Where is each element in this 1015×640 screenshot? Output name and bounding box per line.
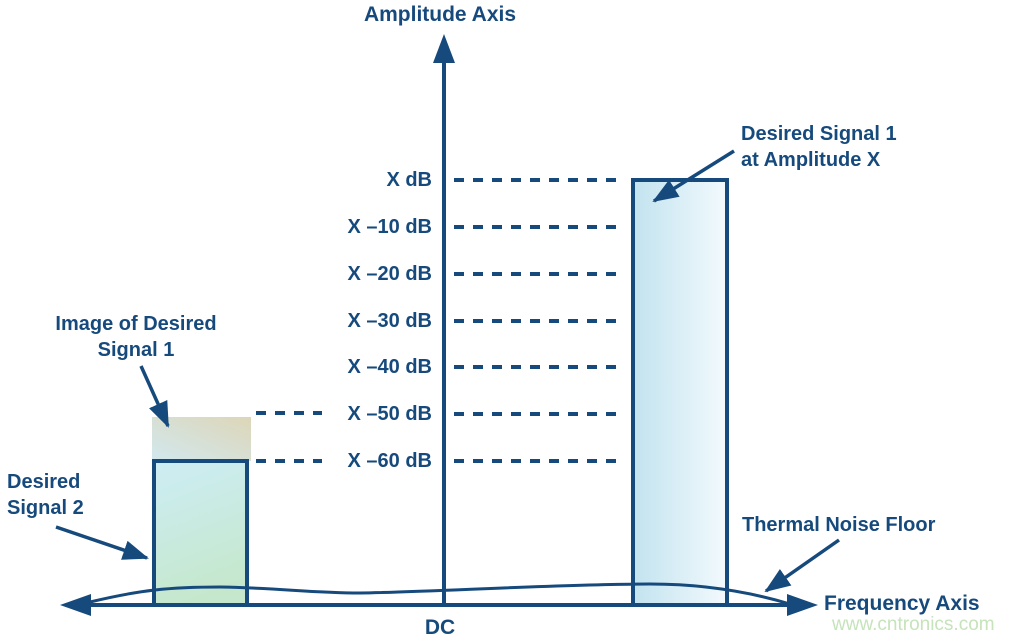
frequency-axis-left-arrowhead [60, 594, 91, 616]
annotation-arrows [55, 149, 841, 593]
thermal-noise-floor-arrow [764, 538, 841, 593]
frequency-axis-title: Frequency Axis [824, 592, 980, 615]
watermark-text: www.cntronics.com [832, 614, 995, 635]
amplitude-axis-title: Amplitude Axis [363, 3, 517, 26]
level-label-x-40-db: X –40 dB [347, 356, 432, 378]
desired-signal-2-annotation-line1: Desired [7, 471, 81, 493]
image-annotation-line1: Image of Desired [55, 313, 217, 335]
thermal-noise-floor-annotation: Thermal Noise Floor [742, 514, 936, 536]
amplitude-level-dashes [256, 178, 622, 463]
level-label-x-20-db: X –20 dB [347, 263, 432, 285]
desired-signal-2-bar [152, 459, 249, 607]
level-label-x-60-db: X –60 dB [347, 450, 432, 472]
desired-signal-1-annotation-line1: Desired Signal 1 [741, 123, 897, 145]
dc-label: DC [424, 616, 456, 639]
level-label-x-50-db: X –50 dB [347, 403, 432, 425]
amplitude-axis-arrowhead [433, 34, 455, 63]
desired-signal-1-bar [631, 178, 729, 607]
desired-signal-1-arrow [652, 149, 735, 203]
frequency-axis-right-arrowhead [787, 594, 818, 616]
desired-signal-2-annotation: Desired Signal 2 [7, 469, 84, 521]
image-of-desired-signal-1-arrow [139, 365, 170, 428]
desired-signal-1-annotation: Desired Signal 1 at Amplitude X [741, 121, 897, 173]
level-label-x-db: X dB [386, 169, 432, 191]
desired-signal-1-annotation-line2: at Amplitude X [741, 149, 881, 171]
desired-signal-2-arrow [55, 525, 149, 560]
image-annotation-line2: Signal 1 [97, 339, 175, 361]
image-of-desired-signal-1-annotation: Image of Desired Signal 1 [15, 311, 257, 363]
thermal-noise-floor-curve [89, 582, 791, 606]
level-label-x-30-db: X –30 dB [347, 310, 432, 332]
desired-signal-2-annotation-line2: Signal 2 [7, 497, 84, 519]
level-label-x-10-db: X –10 dB [347, 216, 432, 238]
